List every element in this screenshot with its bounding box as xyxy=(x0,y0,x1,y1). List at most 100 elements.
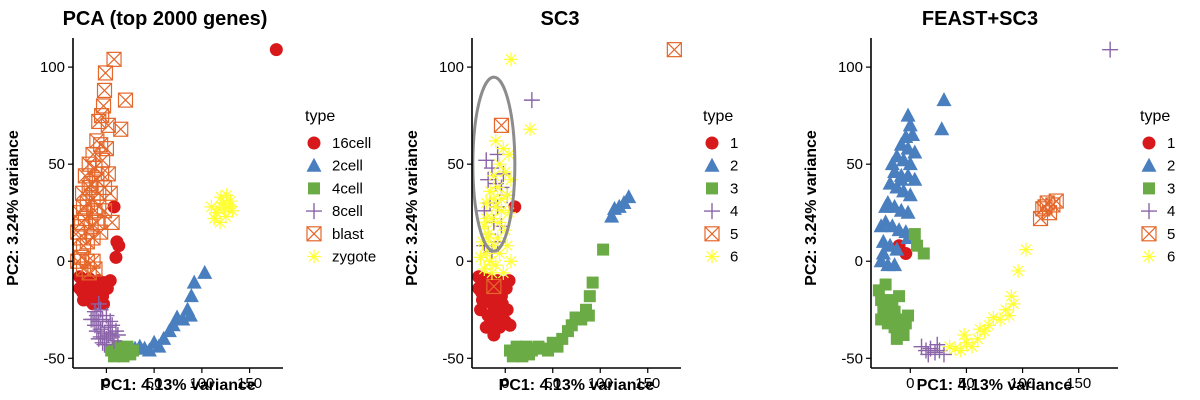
data-point xyxy=(492,215,507,230)
data-point xyxy=(100,327,117,343)
data-point xyxy=(479,211,494,226)
data-point xyxy=(893,171,909,186)
data-point xyxy=(986,310,1001,325)
legend-key xyxy=(307,249,321,264)
data-point xyxy=(488,199,503,214)
data-point xyxy=(500,303,514,317)
data-point xyxy=(522,122,537,137)
legend-label: 6 xyxy=(730,249,738,266)
series-5 xyxy=(1032,193,1064,227)
data-point xyxy=(183,288,199,303)
data-point xyxy=(948,341,963,356)
data-point xyxy=(496,141,511,156)
data-point xyxy=(498,164,513,179)
panel-title: PCA (top 2000 genes) xyxy=(63,8,268,30)
legend-key xyxy=(705,249,719,264)
data-point xyxy=(486,278,502,295)
data-point xyxy=(900,107,916,122)
data-point xyxy=(488,258,503,273)
legend-item: blast xyxy=(306,226,365,243)
data-point xyxy=(872,284,885,297)
legend: type 1 2 3 4 5 6 xyxy=(1140,108,1175,266)
data-point xyxy=(502,205,517,220)
y-tick-label: 50 xyxy=(48,156,65,173)
data-point xyxy=(523,92,540,109)
legend-key xyxy=(308,182,320,195)
legend-item: 5 xyxy=(704,226,738,243)
data-point xyxy=(1102,41,1119,58)
data-point xyxy=(1004,289,1019,304)
data-point xyxy=(486,168,501,183)
data-point xyxy=(161,323,177,338)
data-point xyxy=(182,307,198,322)
data-point xyxy=(223,194,238,209)
y-tick-label: 50 xyxy=(846,156,863,173)
x-tick-label: 150 xyxy=(237,375,262,392)
series-4 xyxy=(913,41,1119,363)
legend-key xyxy=(306,203,322,220)
legend-item: 4 xyxy=(1141,203,1175,220)
data-point xyxy=(899,246,913,260)
data-point xyxy=(490,230,505,245)
data-point xyxy=(87,261,103,277)
data-point xyxy=(100,117,116,133)
data-point xyxy=(109,250,123,264)
y-axis-title: PC2: 3.24% variance xyxy=(803,130,820,286)
series-3 xyxy=(872,228,930,345)
legend-item: 5 xyxy=(1141,226,1175,243)
data-point xyxy=(103,274,117,288)
data-point xyxy=(93,224,109,240)
data-point xyxy=(481,230,496,245)
legend-label: 4cell xyxy=(332,180,363,197)
data-point xyxy=(483,254,498,269)
legend-item: zygote xyxy=(307,249,376,266)
data-point xyxy=(97,65,114,81)
data-point xyxy=(972,322,987,337)
data-point xyxy=(884,156,900,171)
data-point xyxy=(207,211,222,226)
data-point xyxy=(918,342,935,359)
legend-item: 3 xyxy=(706,180,738,197)
y-tick-label: 0 xyxy=(855,253,863,270)
series-6 xyxy=(942,242,1033,358)
data-point xyxy=(487,328,501,342)
series-5 xyxy=(486,42,682,295)
data-point xyxy=(92,328,109,345)
data-point xyxy=(108,350,121,363)
legend-item: 4cell xyxy=(308,180,363,197)
legend-item: 3 xyxy=(1143,180,1175,197)
data-point xyxy=(490,180,505,195)
data-points xyxy=(70,43,283,363)
data-point xyxy=(477,262,492,276)
legend-key xyxy=(706,182,718,195)
legend-item: 2 xyxy=(1141,157,1175,175)
data-point xyxy=(479,196,494,210)
legend-item: 16cell xyxy=(307,135,371,152)
legend: type 1 2 3 4 5 6 xyxy=(703,108,738,266)
legend-label: 5 xyxy=(730,226,738,243)
data-point xyxy=(907,171,923,186)
legend-label: 16cell xyxy=(332,135,371,152)
data-point xyxy=(496,265,511,280)
data-point xyxy=(586,276,599,289)
legend-key xyxy=(1142,136,1156,150)
data-point xyxy=(920,346,937,363)
legend-label: 4 xyxy=(730,203,738,220)
data-point xyxy=(500,238,515,253)
legend-label: blast xyxy=(332,226,365,243)
data-point xyxy=(666,42,682,58)
data-point xyxy=(102,325,119,342)
data-point xyxy=(197,264,213,279)
y-tick-label: 0 xyxy=(57,253,65,270)
data-point xyxy=(897,329,910,341)
series-blast xyxy=(70,51,134,281)
series-2 xyxy=(604,189,637,223)
legend: type 16cell 2cell 4cell 8cell blast zygote xyxy=(305,108,376,266)
data-point xyxy=(484,265,499,280)
y-axis-title: PC2: 3.24% variance xyxy=(404,130,421,286)
data-point xyxy=(218,209,233,224)
legend-key xyxy=(306,226,322,242)
data-point xyxy=(81,179,97,196)
data-point xyxy=(887,257,903,272)
